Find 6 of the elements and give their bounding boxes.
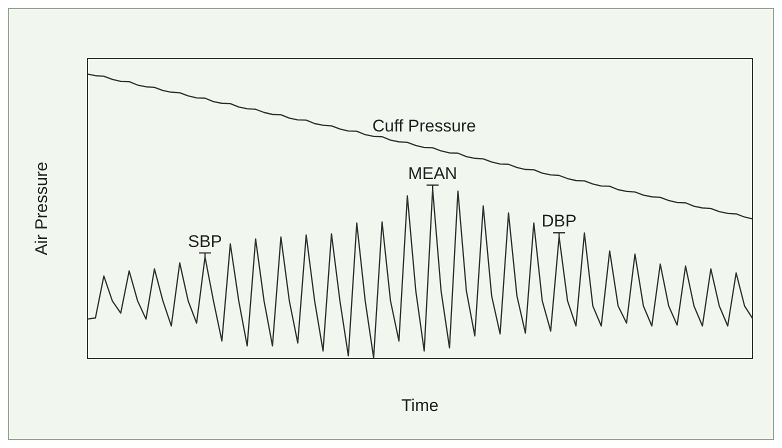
annotation: MEAN (408, 164, 458, 184)
y-axis-title: Air Pressure (32, 162, 52, 256)
series-label: Cuff Pressure (372, 116, 476, 136)
x-axis-title: Time (401, 396, 439, 415)
annotation: DBP (542, 212, 577, 231)
annotation: SBP (188, 232, 222, 251)
